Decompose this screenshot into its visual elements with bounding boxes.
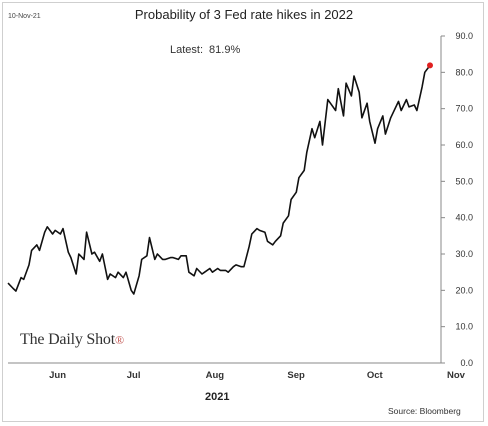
x-tick-label: Oct <box>367 370 384 381</box>
source-note: Source: Bloomberg <box>388 406 461 416</box>
chart-frame <box>2 2 484 422</box>
x-tick-label: Aug <box>206 370 225 381</box>
y-tick-label: 50.0 <box>455 176 473 186</box>
chart-title: Probability of 3 Fed rate hikes in 2022 <box>134 7 354 22</box>
y-tick-label: 60.0 <box>455 140 473 150</box>
brand-logo: The Daily Shot® <box>20 331 124 349</box>
y-tick-label: 10.0 <box>455 322 473 332</box>
y-tick-label: 80.0 <box>455 67 473 77</box>
y-tick-label: 40.0 <box>455 213 473 223</box>
logo-mark: ® <box>114 333 124 347</box>
y-tick-label: 20.0 <box>455 285 473 295</box>
date-stamp: 10-Nov-21 <box>8 13 41 20</box>
latest-label: Latest: <box>170 44 204 56</box>
y-axis: 0.0 10.0 20.0 30.0 40.0 50.0 60.0 70.0 80.0 90.0 <box>440 31 473 368</box>
x-tick-label: Sep <box>287 370 305 381</box>
y-tick-label: 0.0 <box>460 358 473 368</box>
x-axis-year-label: 2021 <box>205 391 230 403</box>
x-tick-label: Jun <box>49 370 66 381</box>
y-tick-label: 70.0 <box>455 104 473 114</box>
y-tick-label: 90.0 <box>455 31 473 41</box>
x-tick-label: Jul <box>127 370 141 381</box>
latest-point-marker <box>427 62 433 69</box>
x-tick-label: Nov <box>447 370 466 381</box>
y-tick-label: 30.0 <box>455 249 473 259</box>
latest-value: 81.9% <box>209 44 241 56</box>
series-group <box>7 62 433 295</box>
series-line <box>7 64 431 295</box>
logo-text: The Daily Shot <box>20 331 115 348</box>
x-axis: Jun Jul Aug Sep Oct Nov <box>8 362 466 381</box>
latest-annotation: Latest: 81.9% <box>170 44 240 56</box>
